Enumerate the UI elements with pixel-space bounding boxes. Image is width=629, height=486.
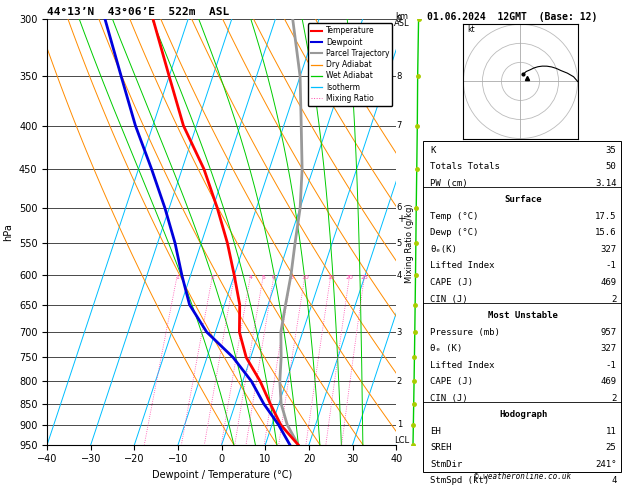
Text: Most Unstable: Most Unstable xyxy=(488,311,559,320)
Text: -1: -1 xyxy=(606,261,616,271)
Text: ASL: ASL xyxy=(394,19,409,29)
Text: SREH: SREH xyxy=(430,443,452,452)
Text: CAPE (J): CAPE (J) xyxy=(430,377,473,386)
Text: 9: 9 xyxy=(397,15,402,24)
Text: 6: 6 xyxy=(272,275,276,280)
Text: 469: 469 xyxy=(600,278,616,287)
Text: 20: 20 xyxy=(346,275,353,280)
Text: Pressure (mb): Pressure (mb) xyxy=(430,328,500,337)
Text: 6: 6 xyxy=(397,204,402,212)
Text: LCL: LCL xyxy=(394,435,409,445)
Text: 8: 8 xyxy=(397,72,402,81)
Text: StmDir: StmDir xyxy=(430,460,462,469)
Y-axis label: hPa: hPa xyxy=(3,223,13,241)
Text: Hodograph: Hodograph xyxy=(499,410,547,419)
Text: 15: 15 xyxy=(327,275,335,280)
Text: Temp (°C): Temp (°C) xyxy=(430,212,479,221)
Text: 35: 35 xyxy=(606,146,616,155)
Text: 44°13’N  43°06’E  522m  ASL: 44°13’N 43°06’E 522m ASL xyxy=(47,7,230,17)
Text: Mixing Ratio (g/kg): Mixing Ratio (g/kg) xyxy=(405,203,414,283)
Text: 10: 10 xyxy=(301,275,309,280)
Text: θₑ (K): θₑ (K) xyxy=(430,344,462,353)
Text: 3: 3 xyxy=(397,328,402,336)
Text: 5: 5 xyxy=(397,239,402,247)
Text: 25: 25 xyxy=(606,443,616,452)
Text: 3: 3 xyxy=(233,275,237,280)
Text: 50: 50 xyxy=(606,162,616,172)
Text: 2: 2 xyxy=(611,394,616,403)
Text: 7: 7 xyxy=(397,121,402,130)
Text: 5: 5 xyxy=(262,275,265,280)
Text: CAPE (J): CAPE (J) xyxy=(430,278,473,287)
Text: 25: 25 xyxy=(360,275,369,280)
Text: 1: 1 xyxy=(397,420,402,429)
Text: 469: 469 xyxy=(600,377,616,386)
Legend: Temperature, Dewpoint, Parcel Trajectory, Dry Adiabat, Wet Adiabat, Isotherm, Mi: Temperature, Dewpoint, Parcel Trajectory… xyxy=(308,23,392,106)
X-axis label: Dewpoint / Temperature (°C): Dewpoint / Temperature (°C) xyxy=(152,470,292,480)
Text: 11: 11 xyxy=(606,427,616,436)
Text: 4: 4 xyxy=(397,271,402,279)
Text: 1: 1 xyxy=(175,275,179,280)
Text: EH: EH xyxy=(430,427,441,436)
Text: km: km xyxy=(395,12,408,21)
Text: 957: 957 xyxy=(600,328,616,337)
Text: K: K xyxy=(430,146,436,155)
Text: 241°: 241° xyxy=(595,460,616,469)
Text: kt: kt xyxy=(467,25,475,34)
Text: 8: 8 xyxy=(289,275,293,280)
Text: Totals Totals: Totals Totals xyxy=(430,162,500,172)
Text: Surface: Surface xyxy=(504,195,542,205)
Text: 327: 327 xyxy=(600,245,616,254)
Text: 327: 327 xyxy=(600,344,616,353)
Text: © weatheronline.co.uk: © weatheronline.co.uk xyxy=(474,472,571,481)
Text: 2: 2 xyxy=(397,377,402,386)
Text: Lifted Index: Lifted Index xyxy=(430,361,495,370)
Text: 17.5: 17.5 xyxy=(595,212,616,221)
Text: +: + xyxy=(397,214,404,224)
Text: 01.06.2024  12GMT  (Base: 12): 01.06.2024 12GMT (Base: 12) xyxy=(428,12,598,22)
Text: 3.14: 3.14 xyxy=(595,179,616,188)
Text: CIN (J): CIN (J) xyxy=(430,295,468,304)
Text: StmSpd (kt): StmSpd (kt) xyxy=(430,476,489,486)
Text: -1: -1 xyxy=(606,361,616,370)
Text: 4: 4 xyxy=(611,476,616,486)
Text: Lifted Index: Lifted Index xyxy=(430,261,495,271)
Text: 2: 2 xyxy=(611,295,616,304)
Text: 4: 4 xyxy=(248,275,253,280)
Text: PW (cm): PW (cm) xyxy=(430,179,468,188)
Text: θₑ(K): θₑ(K) xyxy=(430,245,457,254)
Text: Dewp (°C): Dewp (°C) xyxy=(430,228,479,238)
Text: CIN (J): CIN (J) xyxy=(430,394,468,403)
Text: 15.6: 15.6 xyxy=(595,228,616,238)
Text: 2: 2 xyxy=(211,275,214,280)
